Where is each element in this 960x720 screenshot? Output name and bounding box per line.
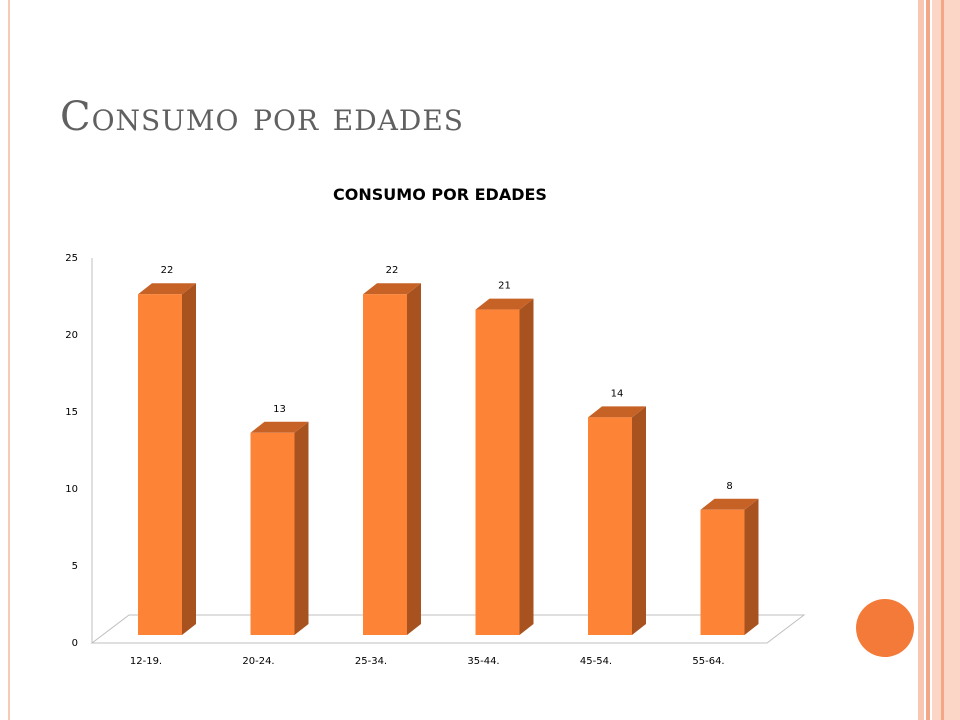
left-border-line xyxy=(8,0,10,720)
bar-top xyxy=(700,498,759,510)
chart-title: CONSUMO POR EDADES xyxy=(333,185,547,204)
bar xyxy=(138,294,182,635)
data-label: 22 xyxy=(386,265,399,276)
bar-side xyxy=(632,406,646,635)
y-tick-label: 20 xyxy=(65,330,78,341)
y-tick-label: 15 xyxy=(65,407,78,418)
bar xyxy=(363,294,407,635)
data-label: 13 xyxy=(273,404,286,415)
bar-side xyxy=(519,298,534,635)
x-tick-label: 20-24. xyxy=(242,656,274,667)
data-label: 14 xyxy=(611,388,624,399)
x-tick-label: 35-44. xyxy=(467,656,499,667)
chart-floor xyxy=(90,614,806,644)
data-label: 21 xyxy=(498,281,511,292)
bar xyxy=(700,509,745,635)
data-label: 22 xyxy=(161,265,174,276)
x-tick-label: 12-19. xyxy=(130,656,162,667)
bar-side xyxy=(407,283,421,635)
y-tick-label: 25 xyxy=(65,253,78,264)
x-tick-label: 25-34. xyxy=(355,656,387,667)
bar xyxy=(588,417,632,635)
y-tick-label: 5 xyxy=(72,561,78,572)
bar xyxy=(250,432,295,635)
right-stripe-4 xyxy=(941,0,944,720)
right-stripe-2 xyxy=(926,0,930,720)
bar-side xyxy=(744,498,759,635)
y-tick-label: 10 xyxy=(65,484,78,495)
bar-top xyxy=(138,283,196,295)
slide-title: Consumo por edades xyxy=(60,94,464,140)
y-tick-label: 0 xyxy=(72,638,78,649)
decorative-circle xyxy=(856,599,914,657)
bar-top xyxy=(475,298,534,310)
bar-side xyxy=(182,283,196,635)
x-tick-label: 55-64. xyxy=(692,656,724,667)
right-stripe-1 xyxy=(918,0,924,720)
right-stripe-3 xyxy=(932,0,960,720)
bar xyxy=(475,309,520,635)
x-tick-label: 45-54. xyxy=(580,656,612,667)
bar-top xyxy=(363,283,421,295)
bar-side xyxy=(294,421,309,635)
bar-top xyxy=(250,421,309,433)
bar-top xyxy=(588,406,646,418)
data-label: 8 xyxy=(726,481,732,492)
